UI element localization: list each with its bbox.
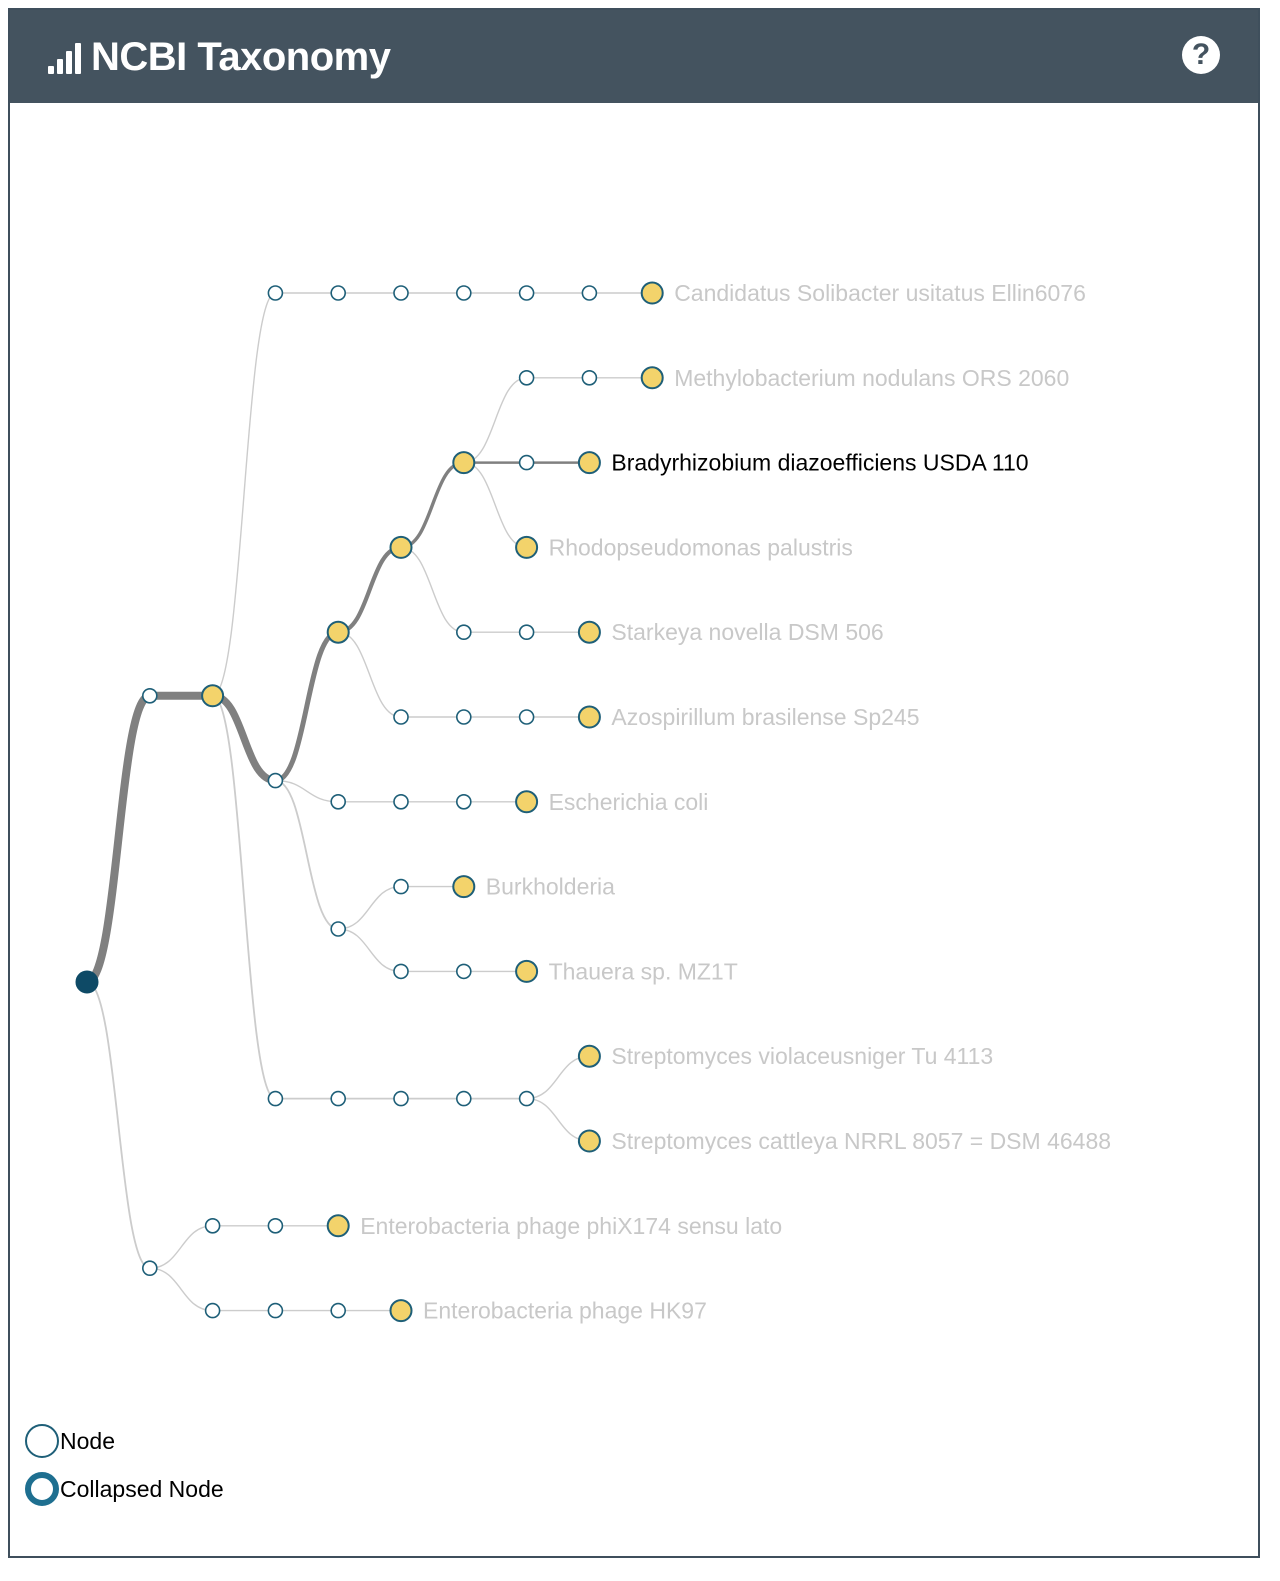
tree-link	[86, 981, 151, 1270]
tree-node[interactable]	[455, 963, 472, 980]
tree-node[interactable]	[518, 709, 535, 725]
tree-node[interactable]	[267, 772, 284, 789]
tree-node[interactable]	[581, 369, 598, 386]
title-group: NCBI Taxonomy	[48, 34, 391, 80]
tree-node[interactable]	[204, 1218, 221, 1234]
bar-chart-icon	[48, 38, 81, 80]
tree-node[interactable]	[577, 620, 601, 644]
help-icon[interactable]: ?	[1182, 36, 1220, 74]
tree-node[interactable]	[452, 451, 476, 475]
tree-labels: Candidatus Solibacter usitatus Ellin6076…	[360, 280, 1111, 1324]
tree-link	[275, 779, 339, 803]
tree-node[interactable]	[581, 285, 598, 301]
tree-node[interactable]	[455, 1090, 472, 1107]
tree-root-node[interactable]	[75, 970, 99, 994]
tree-node[interactable]	[577, 451, 601, 475]
leaf-label[interactable]: Thauera sp. MZ1T	[549, 958, 738, 984]
legend-node-label: Node	[60, 1428, 115, 1454]
tree-link	[400, 546, 464, 633]
tree-node[interactable]	[330, 921, 347, 937]
legend-collapsed-label: Collapsed Node	[60, 1476, 224, 1502]
leaf-label[interactable]: Streptomyces violaceusniger Tu 4113	[611, 1043, 993, 1069]
tree-link	[85, 691, 152, 986]
tree-node[interactable]	[393, 1090, 409, 1107]
tree-link	[212, 292, 276, 697]
tree-node[interactable]	[515, 790, 539, 814]
page-title: NCBI Taxonomy	[91, 35, 391, 79]
tree-node[interactable]	[204, 1302, 221, 1319]
tree-nodes	[75, 281, 664, 1323]
leaf-label[interactable]: Candidatus Solibacter usitatus Ellin6076	[674, 280, 1086, 306]
leaf-label[interactable]: Enterobacteria phage HK97	[423, 1298, 707, 1324]
tree-node[interactable]	[455, 793, 472, 810]
tree-link	[338, 631, 402, 718]
leaf-label[interactable]: Streptomyces cattleya NRRL 8057 = DSM 46…	[611, 1128, 1111, 1154]
leaf-label[interactable]: Escherichia coli	[549, 789, 709, 815]
tree-node[interactable]	[326, 620, 350, 644]
tree-node[interactable]	[577, 705, 601, 729]
tree-node[interactable]	[267, 1090, 284, 1107]
tree-node[interactable]	[455, 285, 472, 301]
leaf-label[interactable]: Enterobacteria phage phiX174 sensu lato	[360, 1213, 782, 1239]
tree-node[interactable]	[393, 709, 409, 725]
legend-collapsed-marker	[25, 1472, 59, 1506]
tree-node[interactable]	[330, 1090, 347, 1107]
tree-node[interactable]	[201, 684, 225, 708]
tree-node[interactable]	[393, 963, 409, 980]
tree-node[interactable]	[267, 285, 284, 301]
leaf-label[interactable]: Starkeya novella DSM 506	[611, 619, 883, 645]
tree-node[interactable]	[518, 1090, 535, 1107]
tree-link	[149, 1267, 213, 1312]
leaf-label[interactable]: Azospirillum brasilense Sp245	[611, 704, 919, 730]
tree-link	[400, 460, 465, 550]
header-bar: NCBI Taxonomy ?	[10, 10, 1258, 103]
tree-link	[149, 1225, 213, 1269]
legend-node-marker	[25, 1424, 59, 1458]
tree-node[interactable]	[518, 285, 535, 301]
tree-node[interactable]	[518, 624, 535, 641]
tree-node[interactable]	[267, 1302, 284, 1319]
tree-node[interactable]	[518, 454, 535, 471]
tree-node[interactable]	[518, 369, 535, 386]
tree-link	[338, 885, 402, 930]
tree-node[interactable]	[326, 1214, 350, 1238]
tree-node[interactable]	[577, 1129, 601, 1153]
tree-node[interactable]	[455, 624, 472, 641]
tree-node[interactable]	[142, 687, 158, 704]
tree-node[interactable]	[393, 878, 409, 895]
tree-node[interactable]	[515, 959, 539, 983]
tree-link	[275, 779, 339, 930]
tree-link	[337, 545, 402, 635]
leaf-label[interactable]: Bradyrhizobium diazoefficiens USDA 110	[611, 450, 1028, 476]
tree-node[interactable]	[455, 709, 472, 725]
tree-node[interactable]	[330, 1302, 347, 1319]
tree-node[interactable]	[393, 793, 409, 810]
tree-link	[338, 928, 402, 973]
leaf-label[interactable]: Burkholderia	[486, 874, 615, 900]
tree-node[interactable]	[640, 281, 664, 305]
tree-node[interactable]	[267, 1218, 284, 1234]
leaf-label[interactable]: Methylobacterium nodulans ORS 2060	[674, 365, 1069, 391]
tree-link	[463, 377, 527, 464]
tree-link	[212, 694, 276, 1100]
tree-node[interactable]	[577, 1044, 601, 1068]
tree-node[interactable]	[142, 1260, 158, 1276]
tree-node[interactable]	[330, 793, 347, 810]
tree-node[interactable]	[452, 875, 476, 899]
leaf-label[interactable]: Rhodopseudomonas palustris	[549, 534, 853, 560]
tree-node[interactable]	[393, 285, 409, 301]
tree-node[interactable]	[330, 285, 347, 301]
taxonomy-panel: NCBI Taxonomy ?	[8, 8, 1260, 1558]
tree-link	[463, 461, 527, 549]
tree-link	[274, 629, 339, 784]
tree-node[interactable]	[515, 535, 539, 559]
tree-node[interactable]	[389, 1299, 413, 1323]
tree-node[interactable]	[389, 535, 413, 559]
tree-node[interactable]	[640, 366, 664, 390]
